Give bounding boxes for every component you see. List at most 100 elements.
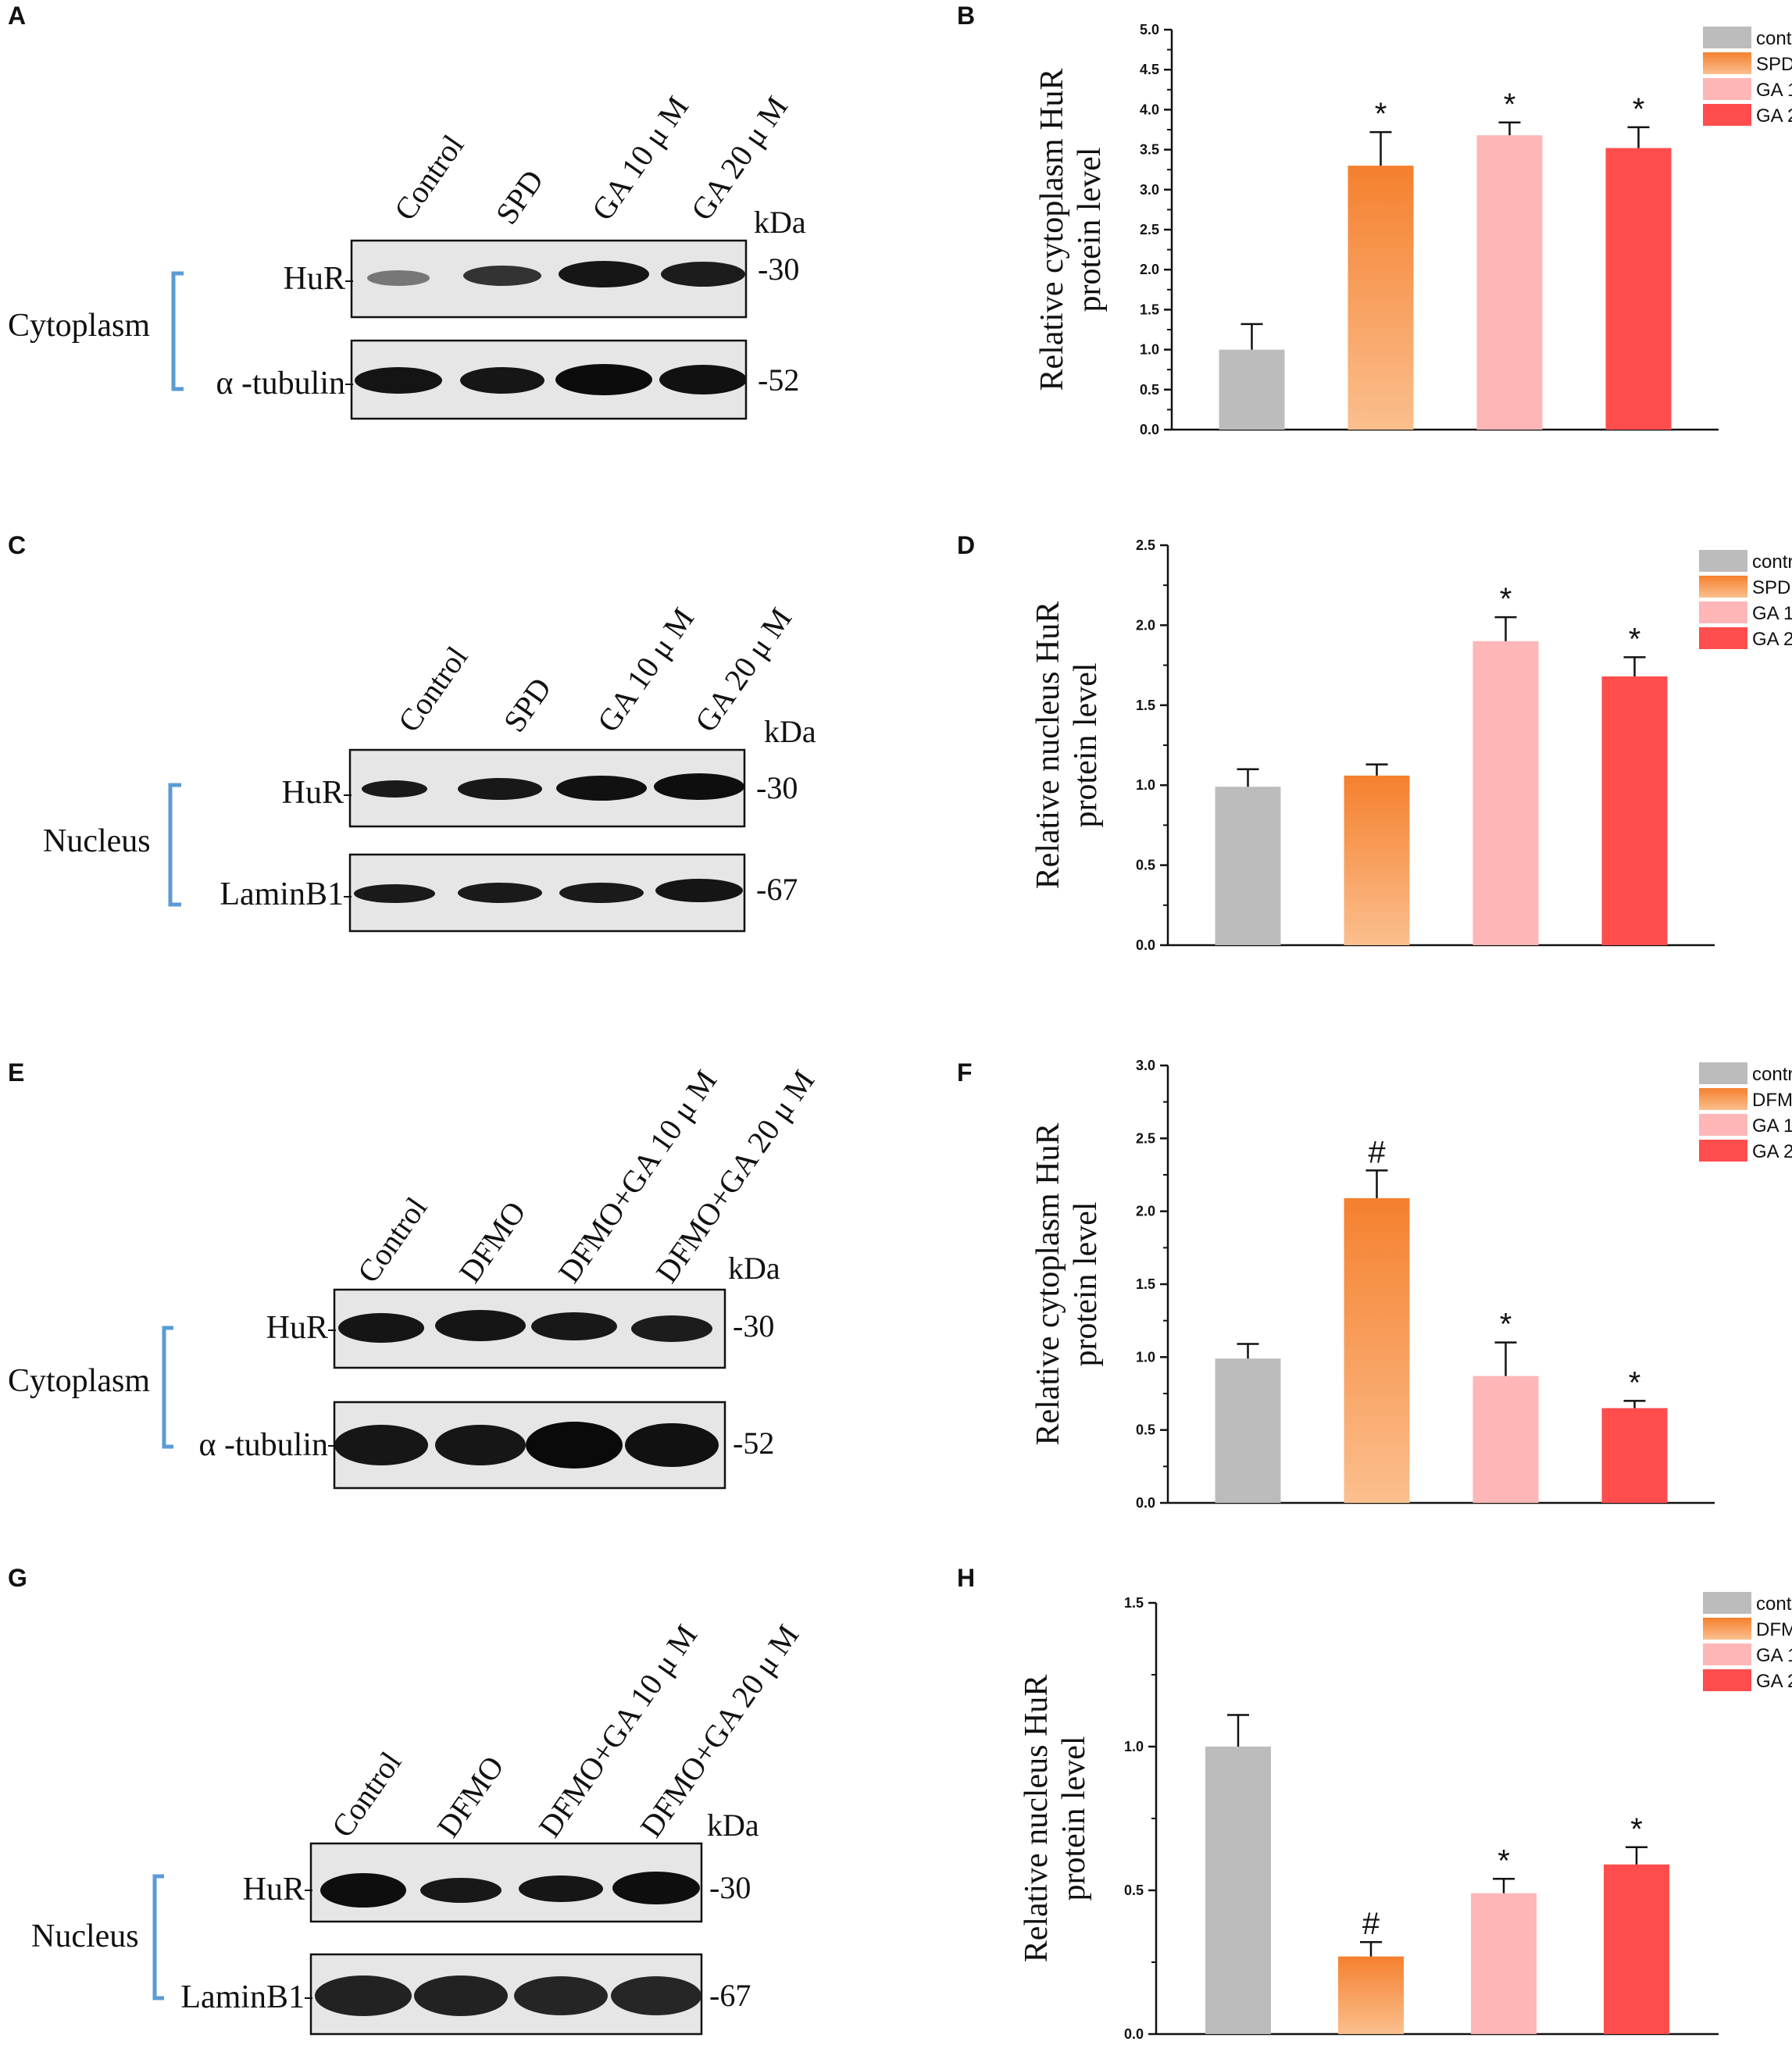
legend: control SPD GA 10 μM GA 20 μM xyxy=(1699,550,1792,650)
legend-swatch xyxy=(1703,52,1751,74)
bracket xyxy=(168,783,181,907)
band xyxy=(659,365,747,394)
band xyxy=(559,261,649,287)
group-label: Nucleus xyxy=(31,1918,139,1954)
y-tick-label: 1.5 xyxy=(1124,1595,1144,1611)
significance-marker: * xyxy=(1629,622,1641,656)
panel-letter-b: B xyxy=(957,2,976,30)
y-tick-label: 0.5 xyxy=(1140,382,1159,398)
y-tick-label: 2.5 xyxy=(1140,222,1159,237)
band xyxy=(362,780,427,798)
lane-label: Control xyxy=(387,128,471,227)
y-axis-label: Relative nucleus HuR xyxy=(1019,1675,1055,1963)
significance-marker: * xyxy=(1497,1843,1510,1878)
band xyxy=(526,1422,623,1469)
bar-chart-h: 0.0 0.5 1.0 1.5 Relative nucleus HuR protein … xyxy=(1000,1586,1792,2042)
bracket xyxy=(171,271,184,391)
kda-value: -30 xyxy=(756,770,798,805)
bar xyxy=(1605,148,1672,430)
bar xyxy=(1219,349,1285,430)
y-tick-label: 1.5 xyxy=(1140,302,1159,317)
group-label: Cytoplasm xyxy=(8,1363,150,1399)
y-tick-label: 1.0 xyxy=(1136,1349,1155,1365)
bar-chart-b: 0.0 0.5 1.0 1.5 2.0 2.5 3.0 3.5 4.0 4.5 5.0 Relativ… xyxy=(1000,16,1792,453)
significance-marker: * xyxy=(1375,97,1387,131)
lane-label: DFMO xyxy=(452,1195,533,1289)
band xyxy=(435,1310,526,1341)
bar xyxy=(1604,1864,1669,2034)
kda-value: -52 xyxy=(733,1426,774,1461)
lane-label: Control xyxy=(325,1745,409,1843)
legend-label: DFMO xyxy=(1756,1619,1792,1640)
legend-swatch xyxy=(1699,1088,1747,1110)
y-tick-label: 1.0 xyxy=(1124,1739,1144,1754)
bracket xyxy=(162,1326,173,1449)
bar xyxy=(1338,1956,1404,2034)
bar xyxy=(1601,676,1668,945)
panel-letter-d: D xyxy=(957,531,976,559)
band xyxy=(559,883,644,903)
kda-header: kDa xyxy=(764,714,816,749)
panel-letter-a: A xyxy=(8,2,27,30)
legend-label: GA 10 μM xyxy=(1752,603,1792,624)
western-blot-a: Control SPD GA 10 μ M GA 20 μ M kDa HuR … xyxy=(0,78,859,437)
band xyxy=(655,879,743,902)
band xyxy=(654,773,744,800)
panel-letter-c: C xyxy=(8,531,27,559)
band xyxy=(611,1976,701,2015)
western-blot-e: Control DFMO DFMO+GA 10 μ M DFMO+GA 20 μ… xyxy=(0,1058,875,1496)
y-tick-label: 0.5 xyxy=(1136,1422,1155,1438)
axes: 0.0 0.5 1.0 1.5 2.0 2.5 3.0 3.5 4.0 4.5 5.0 xyxy=(1140,22,1719,437)
row-label-hur: HuR xyxy=(243,1872,305,1908)
y-tick-label: 2.5 xyxy=(1136,1130,1155,1146)
significance-marker: # xyxy=(1362,1907,1380,1941)
legend-label: control xyxy=(1756,1594,1792,1615)
y-tick-label: 3.5 xyxy=(1140,142,1159,158)
legend-label: GA 10 μM xyxy=(1756,1645,1792,1666)
legend-label: GA 20 μM xyxy=(1756,105,1792,127)
legend: control SPD GA 10 μM GA 20 μM xyxy=(1703,27,1792,127)
panel-letter-g: G xyxy=(8,1564,27,1592)
y-tick-label: 3.0 xyxy=(1140,182,1159,198)
significance-marker: # xyxy=(1368,1135,1386,1169)
band xyxy=(420,1878,502,1903)
legend-swatch xyxy=(1703,1643,1751,1665)
kda-value: -30 xyxy=(733,1308,774,1344)
y-tick-label: 0.0 xyxy=(1140,422,1159,437)
bar xyxy=(1471,1893,1537,2034)
y-axis-label: protein level xyxy=(1072,147,1108,312)
panel-letter-e: E xyxy=(8,1058,25,1087)
band xyxy=(463,266,541,286)
legend-label: SPD xyxy=(1752,577,1790,598)
y-tick-label: 0.0 xyxy=(1136,937,1155,953)
kda-value: -52 xyxy=(758,362,799,398)
legend-label: control xyxy=(1756,28,1792,49)
legend-swatch xyxy=(1703,1669,1751,1691)
legend-swatch xyxy=(1703,27,1751,48)
y-axis-label: Relative cytoplasm HuR xyxy=(1034,69,1070,391)
row-label-hur: HuR xyxy=(282,775,344,811)
band xyxy=(631,1315,712,1342)
significance-marker: * xyxy=(1500,1308,1512,1342)
legend-swatch xyxy=(1703,78,1751,100)
bar xyxy=(1344,1197,1410,1503)
band xyxy=(458,778,542,800)
significance-marker: * xyxy=(1629,1365,1641,1400)
bar xyxy=(1473,1376,1539,1503)
bar-chart-f: 0.0 0.5 1.0 1.5 2.0 2.5 3.0 Relative cytoplasm … xyxy=(1000,1047,1792,1515)
kda-header: kDa xyxy=(707,1808,759,1843)
row-label-tubulin: α -tubulin xyxy=(199,1427,329,1463)
y-tick-label: 2.0 xyxy=(1136,1204,1155,1219)
band xyxy=(414,1975,508,2016)
legend-swatch xyxy=(1699,627,1747,649)
legend-swatch xyxy=(1703,104,1751,126)
lane-label: SPD xyxy=(497,671,559,738)
legend-swatch xyxy=(1703,1592,1751,1614)
y-tick-label: 0.0 xyxy=(1124,2026,1144,2042)
y-axis-label: Relative nucleus HuR xyxy=(1030,601,1066,890)
significance-marker: * xyxy=(1504,87,1516,122)
y-tick-label: 0.5 xyxy=(1136,858,1155,873)
y-tick-label: 1.5 xyxy=(1136,1276,1155,1292)
band xyxy=(531,1312,617,1340)
bar xyxy=(1215,787,1281,945)
